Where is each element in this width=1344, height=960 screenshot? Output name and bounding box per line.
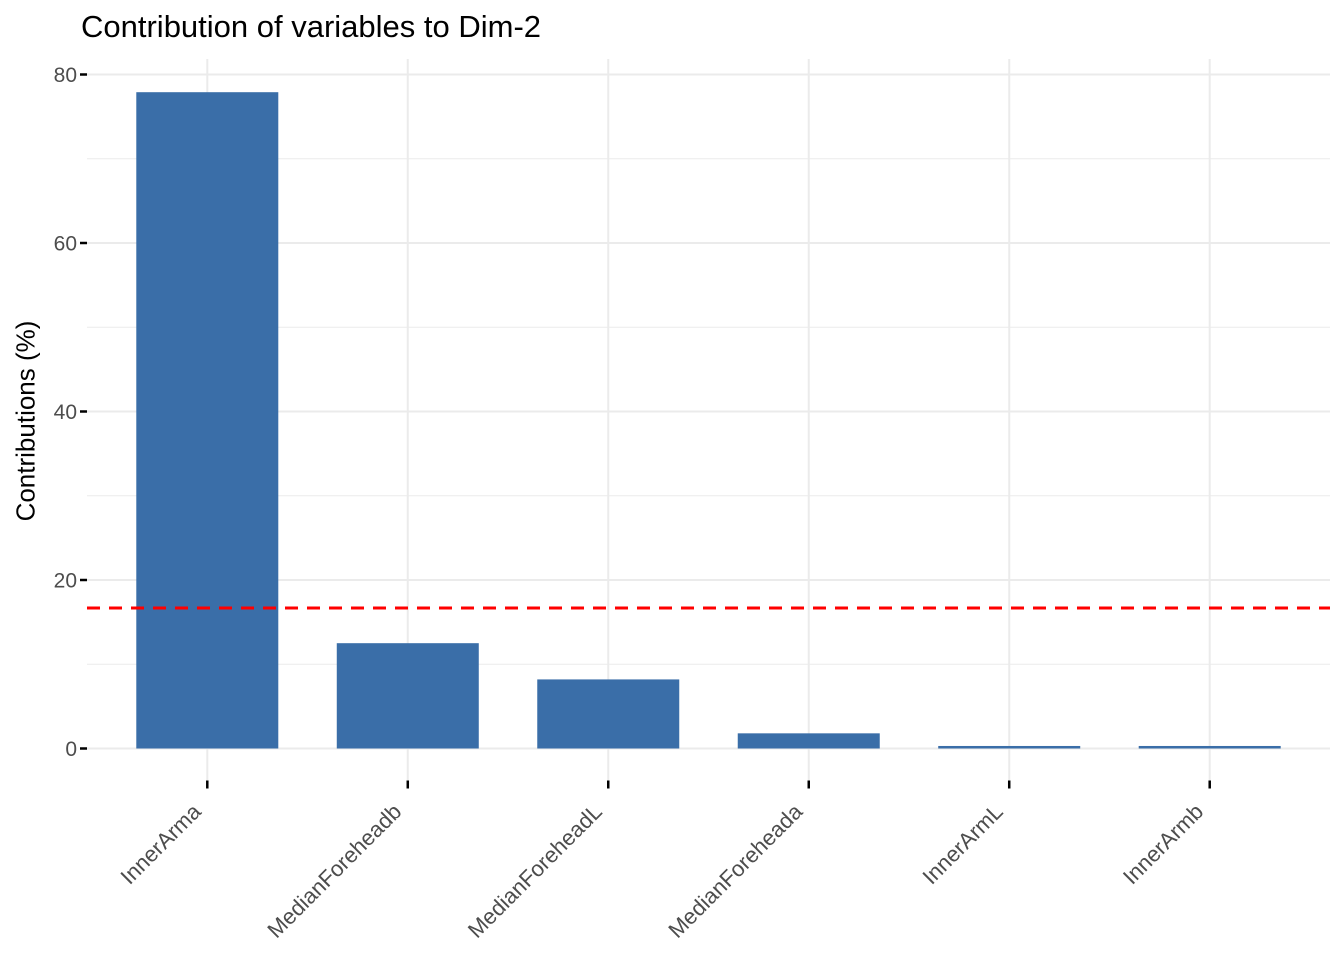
y-tick-label: 60 <box>54 233 77 256</box>
y-tick-label: 80 <box>54 64 77 87</box>
bar-MedianForeheadL <box>537 679 680 749</box>
bar-MedianForeheadb <box>336 643 479 749</box>
chart-title: Contribution of variables to Dim-2 <box>81 9 542 44</box>
bar-MedianForeheada <box>737 733 880 749</box>
x-tick-label: InnerArmL <box>917 799 1007 889</box>
x-tick-label: MedianForeheada <box>663 798 807 942</box>
x-tick-label: InnerArma <box>116 798 207 889</box>
y-tick-label: 0 <box>65 738 77 761</box>
y-tick-label: 20 <box>54 570 77 593</box>
bar-InnerArmL <box>938 745 1081 749</box>
y-tick-label: 40 <box>54 401 77 424</box>
x-tick-label: InnerArmb <box>1118 799 1208 889</box>
x-tick-label: MedianForeheadL <box>463 799 607 943</box>
bar-InnerArmb <box>1138 745 1281 749</box>
bar-InnerArma <box>136 92 279 749</box>
x-tick-label: MedianForeheadb <box>262 799 406 943</box>
